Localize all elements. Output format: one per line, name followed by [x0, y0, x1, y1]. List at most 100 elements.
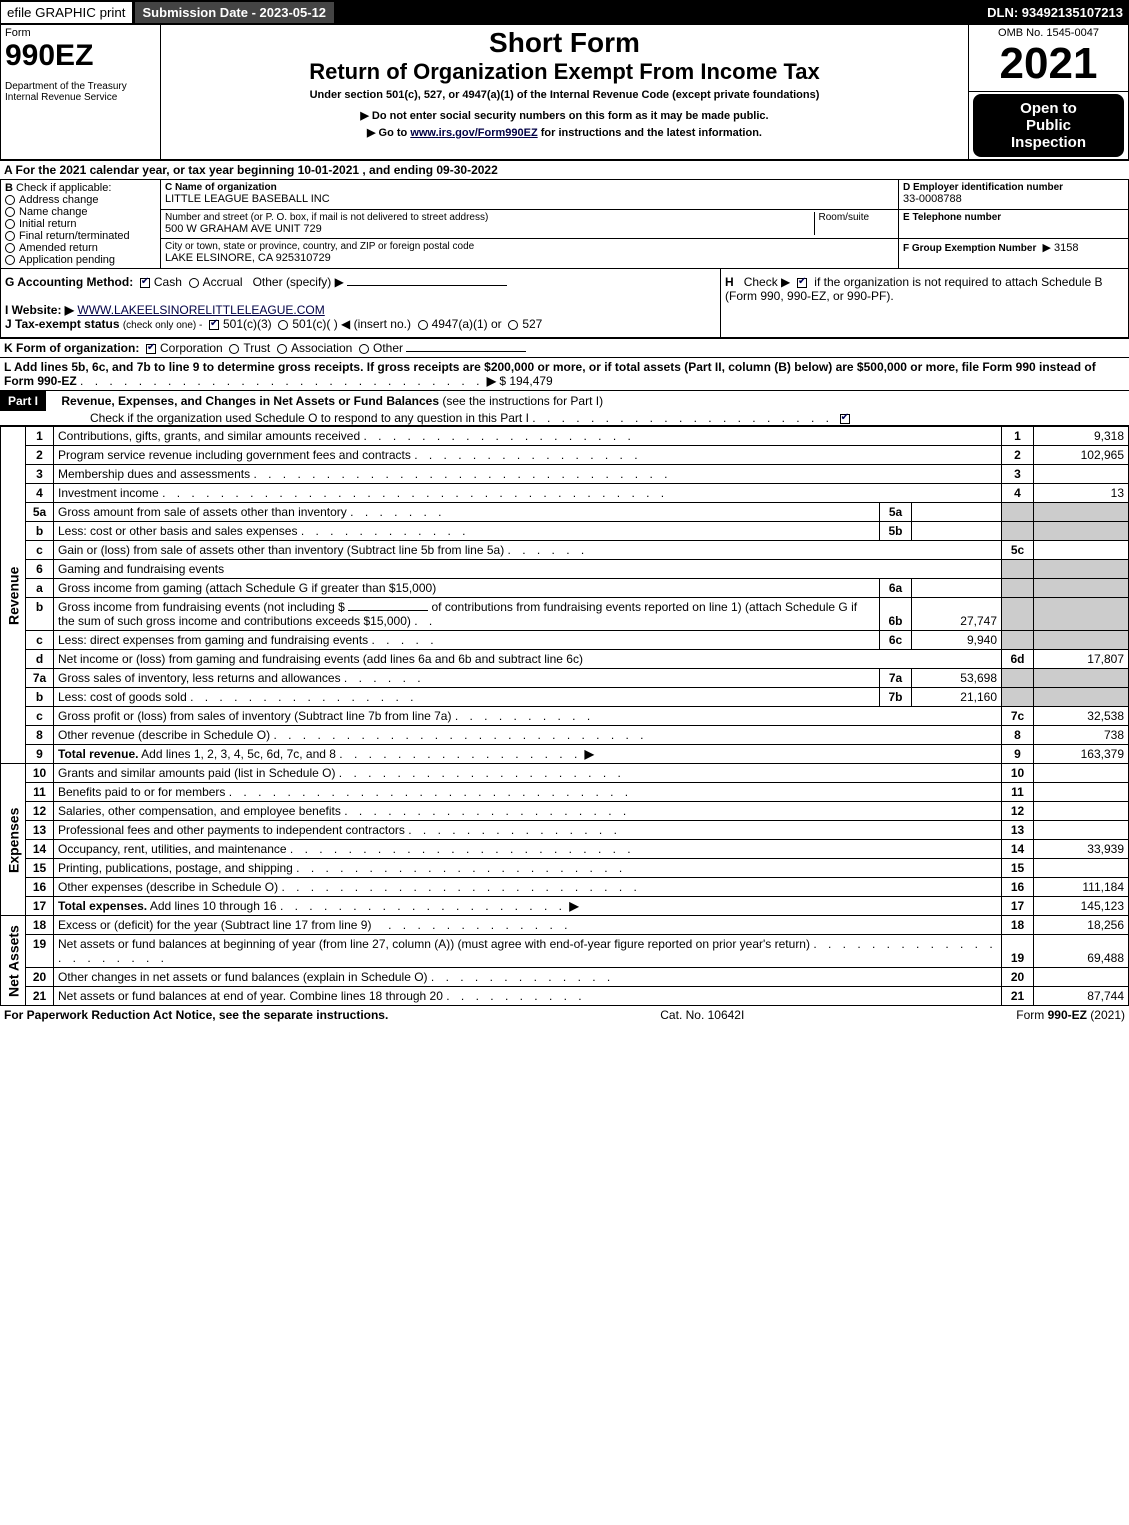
line-6d-desc: Net income or (loss) from gaming and fun…	[58, 652, 583, 666]
note2-post: for instructions and the latest informat…	[538, 127, 762, 139]
line-9: 9 Total revenue. Add lines 1, 2, 3, 4, 5…	[1, 745, 1129, 764]
line-9-amount: 163,379	[1034, 745, 1129, 764]
line-6b-sub-amount: 27,747	[912, 598, 1002, 631]
line-14-desc: Occupancy, rent, utilities, and maintena…	[58, 842, 287, 856]
line-11-desc: Benefits paid to or for members	[58, 785, 225, 799]
line-6c: c Less: direct expenses from gaming and …	[1, 631, 1129, 650]
line-6b-desc-1: Gross income from fundraising events (no…	[58, 600, 345, 614]
inspection-line3: Inspection	[981, 134, 1116, 151]
line-6c-desc: Less: direct expenses from gaming and fu…	[58, 633, 368, 647]
checkbox-corporation[interactable]	[146, 344, 156, 354]
shaded-cell	[1002, 688, 1034, 707]
line-15-desc: Printing, publications, postage, and shi…	[58, 861, 293, 875]
label-cash: Cash	[154, 275, 182, 289]
line-7c-dots: . . . . . . . . . .	[455, 709, 594, 723]
checkbox-501c3[interactable]	[209, 320, 219, 330]
checkbox-527[interactable]	[508, 320, 518, 330]
line-7c: c Gross profit or (loss) from sales of i…	[1, 707, 1129, 726]
line-12-result-num: 12	[1002, 802, 1034, 821]
line-5a-sub-amount	[912, 503, 1002, 522]
checkbox-final-return[interactable]	[5, 231, 15, 241]
gross-receipts-amount: $ 194,479	[499, 374, 552, 388]
line-3-result-num: 3	[1002, 465, 1034, 484]
checkbox-name-change[interactable]	[5, 207, 15, 217]
other-org-input[interactable]	[406, 351, 526, 352]
line-1-amount: 9,318	[1034, 427, 1129, 446]
line-11-result-num: 11	[1002, 783, 1034, 802]
checkbox-address-change[interactable]	[5, 195, 15, 205]
header-subtitle: Under section 501(c), 527, or 4947(a)(1)…	[165, 89, 964, 101]
check-if-applicable: Check if applicable:	[16, 182, 111, 194]
dln-label: DLN: 93492135107213	[987, 5, 1129, 20]
label-501c: 501(c)( ) ◀ (insert no.)	[292, 317, 411, 331]
section-j-label: J Tax-exempt status	[5, 317, 120, 331]
line-7b-dots: . . . . . . . . . . . . . . . .	[190, 690, 417, 704]
net-assets-section-label: Net Assets	[1, 916, 26, 1006]
checkbox-schedule-b-not-required[interactable]	[797, 278, 807, 288]
section-h-label: H	[725, 275, 734, 289]
line-5b-desc: Less: cost or other basis and sales expe…	[58, 524, 297, 538]
checkbox-4947[interactable]	[418, 320, 428, 330]
line-7c-num: c	[26, 707, 54, 726]
line-17-desc: Add lines 10 through 16	[147, 899, 276, 913]
checkbox-other-org[interactable]	[359, 344, 369, 354]
return-title: Return of Organization Exempt From Incom…	[165, 59, 964, 85]
checkbox-association[interactable]	[277, 344, 287, 354]
line-7b: b Less: cost of goods sold . . . . . . .…	[1, 688, 1129, 707]
ein-value: 33-0008788	[903, 193, 1124, 205]
line-6d: d Net income or (loss) from gaming and f…	[1, 650, 1129, 669]
shaded-cell	[1034, 503, 1129, 522]
line-16: 16 Other expenses (describe in Schedule …	[1, 878, 1129, 897]
shaded-cell	[1002, 631, 1034, 650]
label-527: 527	[522, 317, 542, 331]
other-accounting-input[interactable]	[347, 285, 507, 286]
line-8: 8 Other revenue (describe in Schedule O)…	[1, 726, 1129, 745]
line-7a-sub-num: 7a	[880, 669, 912, 688]
room-suite-label: Room/suite	[819, 212, 891, 223]
line-12-dots: . . . . . . . . . . . . . . . . . . . .	[344, 804, 630, 818]
line-7b-desc: Less: cost of goods sold	[58, 690, 187, 704]
checkbox-cash[interactable]	[140, 278, 150, 288]
line-5a-sub-num: 5a	[880, 503, 912, 522]
line-10-dots: . . . . . . . . . . . . . . . . . . . .	[339, 766, 625, 780]
header-note-2: ▶ Go to www.irs.gov/Form990EZ for instru…	[165, 126, 964, 139]
line-20-result-num: 20	[1002, 968, 1034, 987]
dept-line-2: Internal Revenue Service	[5, 92, 156, 103]
checkbox-initial-return[interactable]	[5, 219, 15, 229]
line-16-num: 16	[26, 878, 54, 897]
line-4-amount: 13	[1034, 484, 1129, 503]
line-9-dots: . . . . . . . . . . . . . . . . .	[339, 747, 581, 761]
shaded-cell	[1002, 669, 1034, 688]
line-2-desc: Program service revenue including govern…	[58, 448, 411, 462]
irs-link[interactable]: www.irs.gov/Form990EZ	[410, 127, 537, 139]
line-6b-blank[interactable]	[348, 610, 428, 611]
checkbox-application-pending[interactable]	[5, 255, 15, 265]
line-5c-num: c	[26, 541, 54, 560]
website-link[interactable]: WWW.LAKEELSINORELITTLELEAGUE.COM	[77, 303, 324, 317]
checkbox-amended-return[interactable]	[5, 243, 15, 253]
line-6a: a Gross income from gaming (attach Sched…	[1, 579, 1129, 598]
line-6-desc: Gaming and fundraising events	[58, 562, 224, 576]
part-i-title: Revenue, Expenses, and Changes in Net As…	[49, 394, 439, 408]
checkbox-trust[interactable]	[229, 344, 239, 354]
h-check-arrow: Check ▶	[744, 275, 791, 289]
checkbox-501c[interactable]	[278, 320, 288, 330]
line-4: 4 Investment income . . . . . . . . . . …	[1, 484, 1129, 503]
line-17-num: 17	[26, 897, 54, 916]
shaded-cell	[1034, 579, 1129, 598]
line-5c: c Gain or (loss) from sale of assets oth…	[1, 541, 1129, 560]
line-10-num: 10	[26, 764, 54, 783]
h-text-2: if the organization is not required to a…	[814, 275, 1102, 289]
line-7a-desc: Gross sales of inventory, less returns a…	[58, 671, 341, 685]
label-amended-return: Amended return	[19, 242, 98, 254]
line-6d-num: d	[26, 650, 54, 669]
group-exemption-arrow: ▶	[1042, 242, 1050, 254]
checkbox-part-i-schedule-o[interactable]	[840, 414, 850, 424]
section-e-label: E Telephone number	[903, 212, 1124, 223]
line-6c-dots: . . . . .	[372, 633, 438, 647]
part-i-check-text: Check if the organization used Schedule …	[90, 411, 529, 425]
efile-print-button[interactable]: efile GRAPHIC print	[0, 1, 133, 24]
line-10: Expenses 10 Grants and similar amounts p…	[1, 764, 1129, 783]
checkbox-accrual[interactable]	[189, 278, 199, 288]
dept-line-1: Department of the Treasury	[5, 81, 156, 92]
